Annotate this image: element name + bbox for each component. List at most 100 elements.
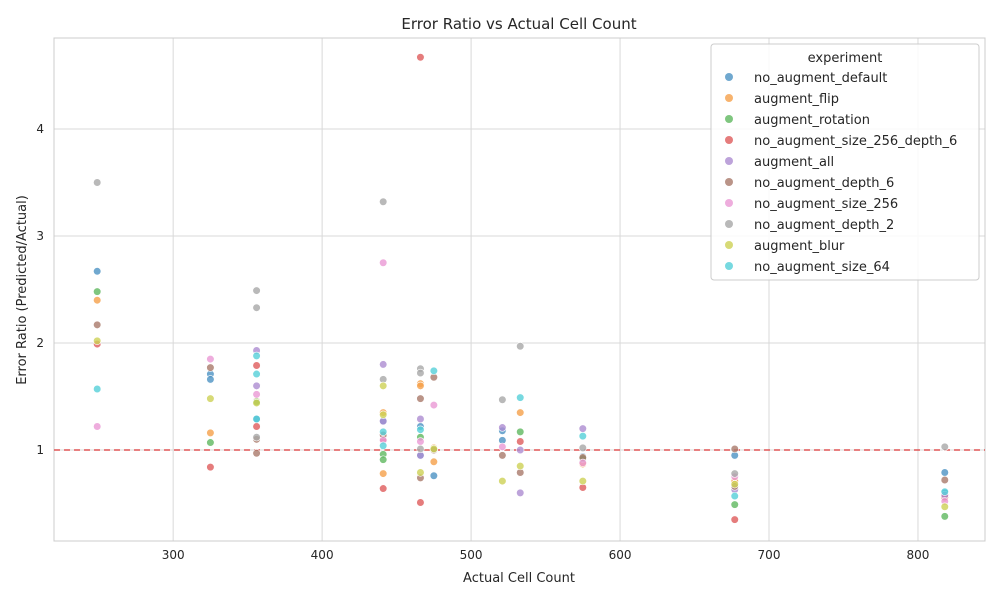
data-point (93, 178, 102, 187)
plot-frame (53, 37, 986, 542)
legend-item: no_augment_size_256 (725, 197, 898, 212)
y-tick-label: 2 (36, 336, 44, 350)
legend-item: no_augment_depth_6 (725, 176, 894, 191)
data-point (252, 398, 261, 408)
data-point (498, 442, 507, 451)
data-point (730, 515, 739, 524)
legend-item: no_augment_depth_2 (725, 218, 894, 233)
y-tick-label: 1 (36, 443, 44, 457)
series-no_augment_depth_2 (93, 178, 949, 478)
legend-item: augment_flip (725, 92, 839, 107)
data-point (93, 336, 102, 345)
series-no_augment_size_64 (93, 351, 949, 501)
data-point (379, 410, 388, 419)
legend-label: augment_rotation (754, 113, 870, 128)
legend-item: augment_all (725, 155, 834, 170)
data-point (379, 484, 388, 493)
y-tick-label: 3 (36, 229, 44, 243)
data-point (416, 437, 425, 446)
data-point (416, 414, 425, 424)
data-point (578, 476, 587, 486)
x-axis-label: Actual Cell Count (463, 571, 575, 586)
data-point (379, 258, 388, 267)
data-points (93, 53, 949, 524)
legend-marker (725, 178, 733, 186)
legend-item: augment_blur (725, 239, 845, 254)
x-tick-label: 300 (162, 548, 185, 562)
legend-title: experiment (808, 51, 883, 66)
x-tick-label: 500 (460, 548, 483, 562)
data-point (498, 451, 507, 460)
data-point (416, 53, 425, 62)
legend-label: augment_flip (754, 92, 839, 107)
legend-label: no_augment_depth_2 (754, 218, 894, 233)
legend: experiment no_augment_default augment_fli… (710, 43, 980, 281)
data-point (940, 512, 949, 521)
legend-marker (725, 220, 733, 228)
x-tick-label: 700 (758, 548, 781, 562)
data-point (252, 286, 261, 295)
data-point (516, 408, 525, 417)
data-point (516, 437, 525, 446)
legend-marker (725, 73, 733, 81)
data-point (252, 449, 261, 458)
legend-marker (725, 262, 733, 270)
data-point (93, 267, 102, 276)
data-point (379, 427, 388, 436)
data-point (730, 491, 739, 501)
legend-marker (725, 157, 733, 165)
data-point (379, 469, 388, 478)
data-point (416, 498, 425, 507)
data-point (940, 442, 949, 451)
data-point (206, 354, 215, 364)
legend-item: no_augment_default (725, 71, 887, 86)
data-point (416, 368, 425, 378)
legend-items: no_augment_default augment_flip augment_ro… (725, 71, 957, 275)
data-point (498, 395, 507, 404)
data-point (578, 443, 587, 452)
data-point (429, 366, 438, 375)
data-point (730, 480, 739, 489)
legend-label: no_augment_default (754, 71, 887, 86)
data-point (516, 445, 525, 455)
data-point (730, 500, 739, 509)
data-point (516, 461, 525, 471)
data-point (730, 444, 739, 454)
data-point (93, 287, 102, 296)
data-point (578, 432, 587, 441)
data-point (416, 444, 425, 454)
legend-label: no_augment_size_256_depth_6 (754, 134, 957, 149)
data-point (93, 422, 102, 431)
data-point (252, 369, 261, 379)
legend-marker (725, 136, 733, 144)
data-point (252, 422, 261, 431)
legend-marker (725, 94, 733, 102)
legend-box (710, 43, 980, 281)
data-point (940, 468, 949, 477)
data-point (379, 455, 388, 464)
data-point (206, 363, 215, 372)
data-point (206, 394, 215, 403)
data-point (416, 468, 425, 477)
data-point (730, 469, 739, 478)
data-point (578, 458, 587, 467)
data-point (429, 471, 438, 480)
legend-label: no_augment_size_256 (754, 197, 898, 212)
data-point (252, 351, 261, 360)
data-point (940, 487, 949, 496)
data-point (416, 394, 425, 403)
data-point (252, 361, 261, 370)
data-point (206, 463, 215, 472)
data-point (429, 457, 438, 466)
data-point (416, 381, 425, 390)
data-point (206, 438, 215, 447)
legend-label: no_augment_size_64 (754, 260, 890, 275)
legend-marker (725, 199, 733, 207)
data-point (252, 303, 261, 312)
data-point (516, 427, 525, 436)
legend-item: augment_rotation (725, 113, 870, 128)
data-point (252, 390, 261, 399)
data-point (252, 381, 261, 390)
legend-label: augment_blur (754, 239, 845, 254)
